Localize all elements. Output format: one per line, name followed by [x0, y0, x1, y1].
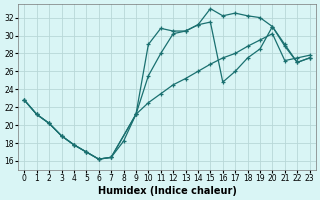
X-axis label: Humidex (Indice chaleur): Humidex (Indice chaleur)	[98, 186, 236, 196]
